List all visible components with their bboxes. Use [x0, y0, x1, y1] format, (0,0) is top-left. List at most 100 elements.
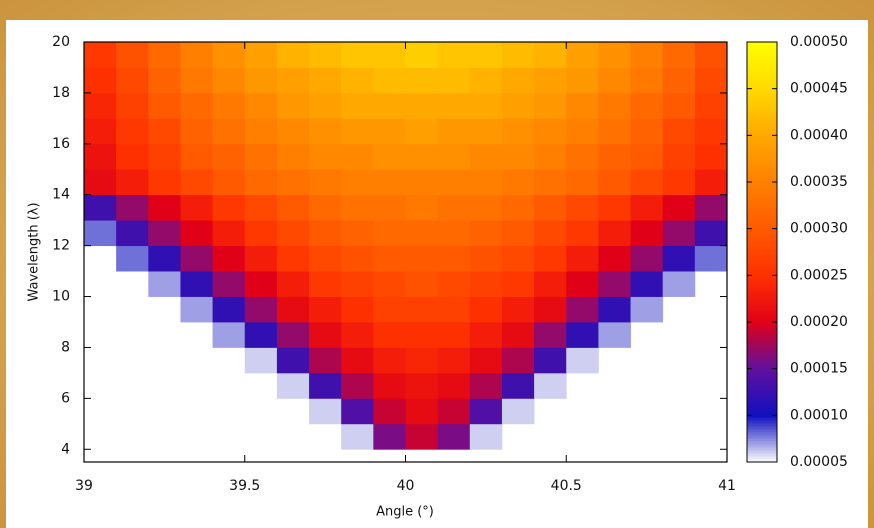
- heat-cell: [501, 245, 535, 272]
- colorbar-strip: [747, 246, 777, 250]
- colorbar-strip: [747, 354, 777, 358]
- heat-cell: [180, 169, 213, 196]
- colorbar-strip: [747, 429, 777, 433]
- heat-cell: [534, 372, 567, 399]
- colorbar-tick-label: 0.00045: [790, 81, 848, 97]
- y-tick-label: 16: [52, 136, 70, 152]
- heat-cell: [630, 220, 664, 247]
- heat-cell: [84, 67, 117, 94]
- heat-cell: [598, 220, 631, 247]
- colorbar-strip: [747, 330, 777, 334]
- heat-cell: [501, 92, 535, 119]
- colorbar-strip: [747, 336, 777, 340]
- heat-cell: [630, 271, 664, 297]
- heat-cell: [566, 67, 599, 94]
- colorbar-strip: [747, 225, 777, 229]
- heat-cell: [534, 271, 567, 297]
- heat-cell: [501, 347, 535, 374]
- colorbar-strip: [747, 318, 777, 322]
- colorbar-tick-label: 0.00015: [790, 361, 848, 377]
- heat-cell: [662, 271, 696, 297]
- heat-cell: [662, 143, 696, 170]
- heat-cell: [244, 42, 278, 68]
- heat-cell: [405, 92, 439, 119]
- heat-cell: [534, 347, 567, 374]
- colorbar-strip: [747, 261, 777, 265]
- heat-cell: [212, 271, 246, 297]
- heat-cell: [598, 67, 631, 94]
- heat-cell: [437, 296, 471, 323]
- colorbar-strip: [747, 87, 777, 91]
- colorbar-strip: [747, 402, 777, 406]
- x-tick-label: 39: [75, 478, 93, 494]
- colorbar-strip: [747, 219, 777, 223]
- colorbar-strip: [747, 60, 777, 64]
- heat-cell: [437, 169, 471, 196]
- colorbar-strip: [747, 78, 777, 82]
- colorbar-strip: [747, 66, 777, 70]
- heat-cell: [341, 398, 374, 425]
- colorbar-strip: [747, 315, 777, 319]
- x-tick-label: 39.5: [229, 478, 260, 494]
- heat-cell: [373, 347, 406, 374]
- heat-cell: [84, 194, 117, 221]
- colorbar-strip: [747, 312, 777, 316]
- colorbar-strip: [747, 300, 777, 304]
- heat-cell: [180, 194, 213, 221]
- colorbar-strip: [747, 45, 777, 49]
- colorbar-strip: [747, 369, 777, 373]
- colorbar-strip: [747, 378, 777, 382]
- heat-cell: [116, 118, 149, 145]
- heat-cell: [662, 67, 696, 94]
- heat-cell: [566, 194, 599, 221]
- heat-cell: [373, 398, 406, 425]
- colorbar-strip: [747, 444, 777, 448]
- heat-cell: [116, 220, 149, 247]
- heat-cell: [116, 169, 149, 196]
- heat-cell: [437, 423, 471, 450]
- colorbar-strip: [747, 180, 777, 184]
- colorbar-strip: [747, 453, 777, 457]
- heat-cell: [212, 322, 246, 348]
- heat-cell: [341, 169, 374, 196]
- colorbar-strip: [747, 48, 777, 52]
- heat-cell: [309, 322, 342, 348]
- heat-cell: [341, 372, 374, 399]
- colorbar-strip: [747, 321, 777, 325]
- colorbar-strip: [747, 126, 777, 130]
- x-tick-label: 40.5: [551, 478, 582, 494]
- heat-cell: [598, 92, 631, 119]
- colorbar-strip: [747, 141, 777, 145]
- colorbar-strip: [747, 204, 777, 208]
- colorbar-strip: [747, 417, 777, 421]
- heat-cell: [116, 67, 149, 94]
- colorbar-strip: [747, 216, 777, 220]
- heat-cell: [84, 92, 117, 119]
- heat-cell: [405, 271, 439, 297]
- colorbar-strip: [747, 153, 777, 157]
- heat-cell: [469, 220, 503, 247]
- colorbar-strip: [747, 42, 777, 46]
- heat-cell: [148, 67, 181, 94]
- heat-cell: [405, 194, 439, 221]
- colorbar-strip: [747, 120, 777, 124]
- heat-cell: [309, 347, 342, 374]
- colorbar-strip: [747, 147, 777, 151]
- heat-cell: [566, 42, 599, 68]
- heat-cell: [694, 169, 728, 196]
- colorbar-strip: [747, 420, 777, 424]
- heat-cell: [276, 322, 310, 348]
- colorbar-strip: [747, 159, 777, 163]
- heat-cell: [276, 92, 310, 119]
- colorbar-strip: [747, 381, 777, 385]
- heat-cell: [694, 194, 728, 221]
- heat-cell: [84, 118, 117, 145]
- colorbar-strip: [747, 258, 777, 262]
- heat-cell: [276, 118, 310, 145]
- heat-cell: [276, 194, 310, 221]
- heat-cell: [598, 169, 631, 196]
- heat-cell: [309, 42, 342, 68]
- colorbar-strip: [747, 441, 777, 445]
- heat-cell: [276, 347, 310, 374]
